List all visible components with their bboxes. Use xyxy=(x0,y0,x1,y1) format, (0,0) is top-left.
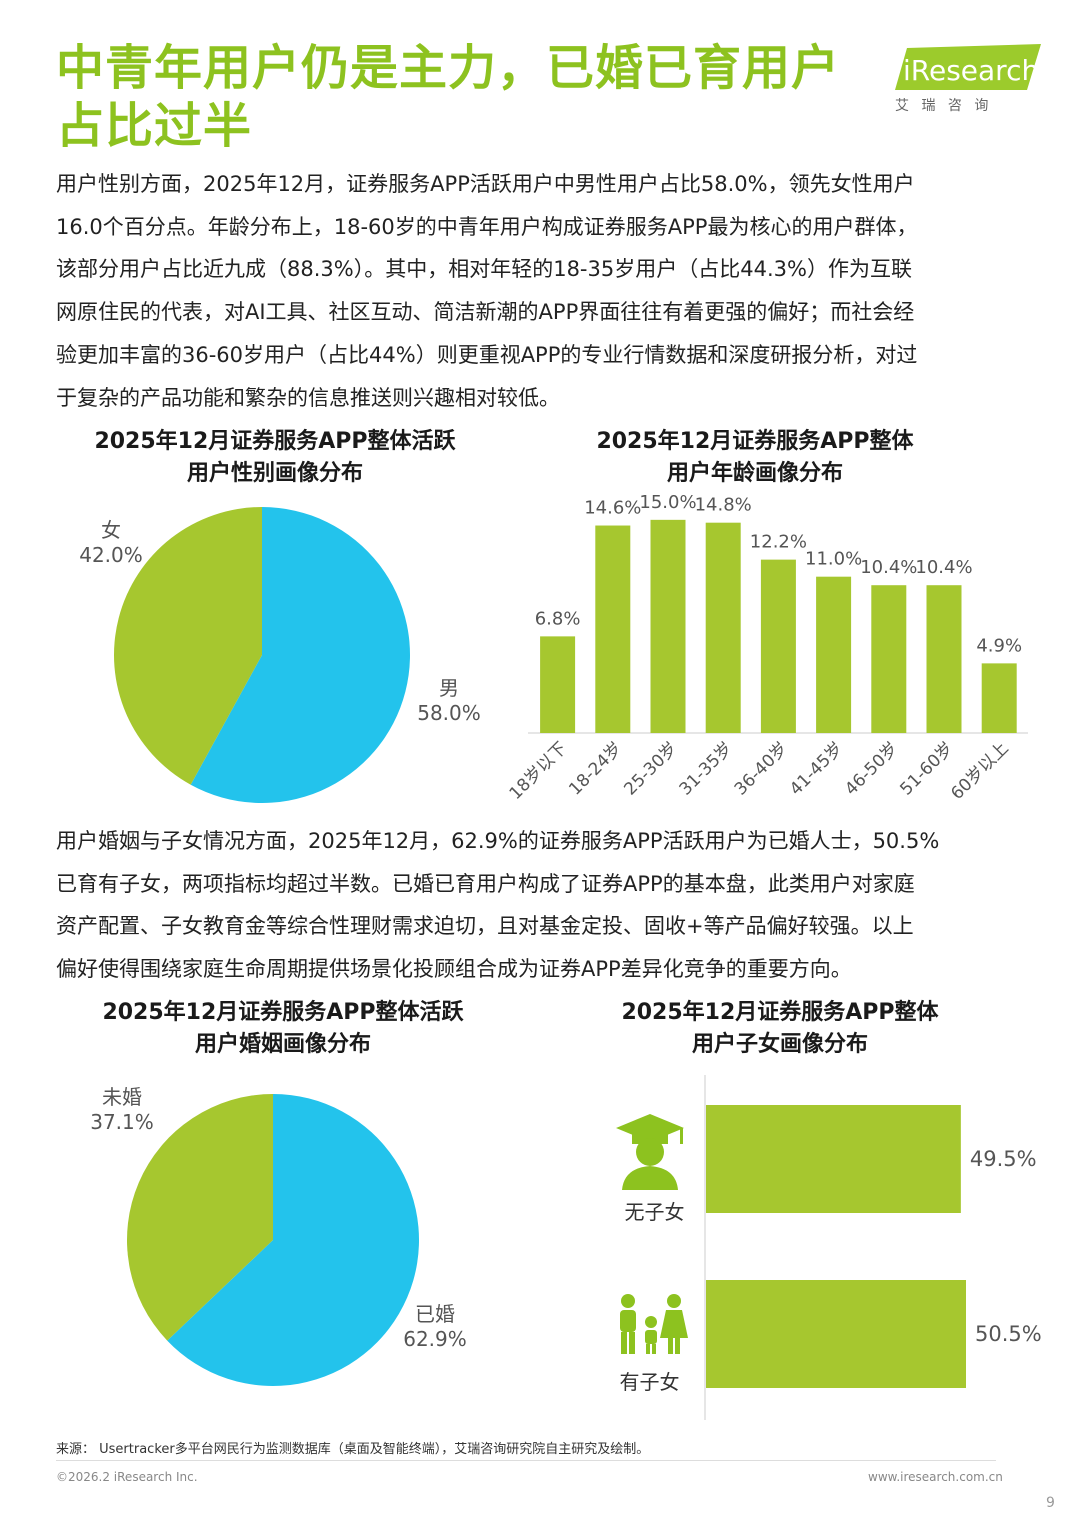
chart-title-line: 用户子女画像分布 xyxy=(691,1032,868,1057)
children-bar-value-label: 49.5% xyxy=(970,1147,1037,1171)
age-bar xyxy=(595,525,631,733)
logo-subtext: 艾 瑞 咨 询 xyxy=(895,98,992,114)
age-bar-value-label: 14.8% xyxy=(695,495,752,516)
age-tick-label: 46-50岁 xyxy=(841,738,902,799)
age-bar-value-label: 14.6% xyxy=(584,498,641,519)
age-tick-label: 18-24岁 xyxy=(565,738,626,799)
age-chart-title: 2025年12月证券服务APP整体 用户年龄画像分布 xyxy=(520,426,990,490)
single-label: 未婚 37.1% xyxy=(80,1085,164,1135)
paragraph-line: 该部分用户占比近九成（88.3%）。其中，相对年轻的18-35岁用户（占比44.… xyxy=(56,257,912,282)
age-bar xyxy=(760,559,796,733)
age-bar-value-label: 15.0% xyxy=(639,492,696,513)
page-number: 9 xyxy=(1046,1495,1055,1511)
age-bar xyxy=(871,585,907,733)
marriage-pie-chart xyxy=(126,1094,419,1386)
age-bar xyxy=(705,522,741,733)
female-label-value: 42.0% xyxy=(79,543,143,567)
logo-badge-icon: iResearch 艾 瑞 咨 询 xyxy=(895,44,1041,114)
male-label: 男 58.0% xyxy=(408,676,490,726)
iresearch-logo: iResearch 艾 瑞 咨 询 xyxy=(895,44,1045,116)
age-tick-label: 18岁以下 xyxy=(506,738,572,804)
paragraph-line: 用户性别方面，2025年12月，证券服务APP活跃用户中男性用户占比58.0%，… xyxy=(56,172,915,196)
male-label-value: 58.0% xyxy=(417,701,481,725)
age-bar xyxy=(816,576,852,733)
children-bar xyxy=(706,1280,966,1388)
marriage-chart-title: 2025年12月证券服务APP整体活跃 用户婚姻画像分布 xyxy=(48,997,518,1061)
age-bar xyxy=(650,519,686,733)
pie-slice-single xyxy=(126,1094,273,1341)
chart-title-line: 用户年龄画像分布 xyxy=(666,461,843,486)
children-chart-title: 2025年12月证券服务APP整体 用户子女画像分布 xyxy=(545,997,1015,1061)
paragraph-line: 网原住民的代表，对AI工具、社区互动、简洁新潮的APP界面往往有着更强的偏好；而… xyxy=(56,300,915,325)
graduate-icon xyxy=(616,1114,684,1190)
age-tick-label: 25-30岁 xyxy=(620,738,681,799)
gender-chart-title: 2025年12月证券服务APP整体活跃 用户性别画像分布 xyxy=(40,426,510,490)
pie-slice-married xyxy=(167,1094,419,1386)
paragraph-line: 偏好使得围绕家庭生命周期提供场景化投顾组合成为证券APP差异化竞争的重要方向。 xyxy=(56,957,852,982)
age-tick-label: 60岁以上 xyxy=(947,738,1013,804)
chart-title-line: 用户性别画像分布 xyxy=(186,461,363,486)
age-tick-label: 41-45岁 xyxy=(786,738,847,799)
age-bar-value-label: 11.0% xyxy=(805,549,862,570)
chart-title-line: 2025年12月证券服务APP整体 xyxy=(596,429,914,454)
pie-slice-male xyxy=(190,507,410,803)
children-bar xyxy=(706,1105,961,1213)
female-label-name: 女 xyxy=(101,518,121,542)
age-bar-value-label: 6.8% xyxy=(535,608,581,629)
has-children-label: 有子女 xyxy=(619,1370,680,1394)
paragraph-line: 验更加丰富的36-60岁用户（占比44%）则更重视APP的专业行情数据和深度研报… xyxy=(56,342,918,367)
age-tick-label: 31-35岁 xyxy=(676,738,737,799)
age-bar xyxy=(926,585,962,733)
website-link[interactable]: www.iresearch.com.cn xyxy=(868,1470,1003,1484)
logo-text: iResearch xyxy=(903,54,1039,87)
age-bar-value-label: 12.2% xyxy=(750,532,807,553)
paragraph-line: 用户婚姻与子女情况方面，2025年12月，62.9%的证券服务APP活跃用户为已… xyxy=(56,829,940,853)
age-tick-label: 36-40岁 xyxy=(731,738,792,799)
chart-title-line: 2025年12月证券服务APP整体活跃 xyxy=(94,429,456,454)
age-bar-chart: 6.8% 18岁以下 14.6% 18-24岁 15.0% 25-30岁 14.8% 31-3… xyxy=(506,492,1028,804)
age-bar xyxy=(540,636,576,733)
source-note: 来源： Usertracker多平台网民行为监测数据库（桌面及智能终端），艾瑞咨… xyxy=(56,1442,650,1457)
chart-title-line: 2025年12月证券服务APP整体活跃 xyxy=(102,1000,464,1025)
female-label: 女 42.0% xyxy=(70,518,152,568)
children-bar-chart: 49.5% 50.5% xyxy=(704,1075,1042,1420)
male-label-name: 男 xyxy=(439,676,459,700)
copyright: ©2026.2 iResearch Inc. xyxy=(56,1470,198,1484)
no-children-label: 无子女 xyxy=(624,1200,685,1224)
gender-pie-chart xyxy=(114,507,410,803)
page-title-line-1: 中青年用户仍是主力，已婚已育用户 xyxy=(56,40,841,96)
family-icon xyxy=(620,1294,688,1354)
chart-title-line: 2025年12月证券服务APP整体 xyxy=(621,1000,939,1025)
paragraph-gender-age: 用户性别方面，2025年12月，证券服务APP活跃用户中男性用户占比58.0%，… xyxy=(56,163,1041,419)
children-bar-value-label: 50.5% xyxy=(975,1322,1042,1346)
age-bar xyxy=(981,663,1017,733)
paragraph-line: 16.0个百分点。年龄分布上，18-60岁的中青年用户构成证券服务APP最为核心… xyxy=(56,214,918,239)
pie-slice-female xyxy=(114,507,262,785)
paragraph-line: 于复杂的产品功能和繁杂的信息推送则兴趣相对较低。 xyxy=(56,385,560,410)
chart-title-line: 用户婚姻画像分布 xyxy=(194,1032,371,1057)
married-label-value: 62.9% xyxy=(403,1327,467,1351)
page-title-line-2: 占比过半 xyxy=(56,98,253,154)
paragraph-line: 资产配置、子女教育金等综合性理财需求迫切，且对基金定投、固收+等产品偏好较强。以… xyxy=(56,914,914,939)
age-bar-value-label: 10.4% xyxy=(915,557,972,578)
footer-divider xyxy=(56,1460,996,1461)
paragraph-marriage-children: 用户婚姻与子女情况方面，2025年12月，62.9%的证券服务APP活跃用户为已… xyxy=(56,820,1041,991)
age-bar-value-label: 10.4% xyxy=(860,557,917,578)
married-label: 已婚 62.9% xyxy=(393,1302,477,1352)
age-bar-value-label: 4.9% xyxy=(976,635,1022,656)
married-label-name: 已婚 xyxy=(415,1302,455,1326)
single-label-name: 未婚 xyxy=(102,1085,142,1109)
single-label-value: 37.1% xyxy=(90,1110,154,1134)
paragraph-line: 已育有子女，两项指标均超过半数。已婚已育用户构成了证券APP的基本盘，此类用户对… xyxy=(56,871,915,896)
